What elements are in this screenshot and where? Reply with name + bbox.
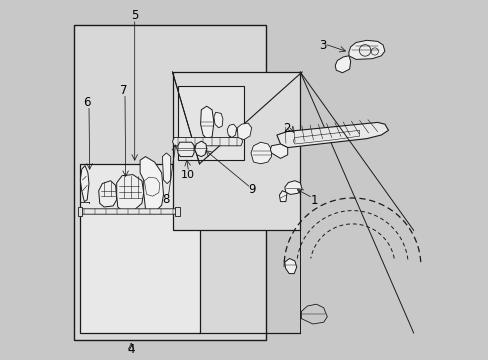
Polygon shape [140, 157, 163, 212]
Polygon shape [213, 112, 223, 128]
Polygon shape [117, 175, 143, 211]
Bar [178, 86, 244, 160]
Polygon shape [276, 122, 387, 148]
Polygon shape [250, 142, 271, 164]
Text: 7: 7 [120, 84, 127, 97]
Polygon shape [78, 207, 81, 216]
Polygon shape [237, 123, 251, 140]
Polygon shape [348, 40, 384, 59]
Polygon shape [175, 207, 180, 216]
Text: 2: 2 [283, 122, 290, 135]
Text: 1: 1 [309, 194, 317, 207]
Polygon shape [80, 166, 89, 202]
Polygon shape [270, 144, 287, 158]
Polygon shape [284, 258, 296, 274]
Polygon shape [162, 153, 170, 184]
Text: 5: 5 [131, 9, 138, 22]
Text: 10: 10 [180, 170, 194, 180]
Polygon shape [172, 138, 242, 146]
Polygon shape [284, 181, 302, 194]
Polygon shape [227, 124, 236, 138]
Polygon shape [194, 141, 206, 157]
Text: 4: 4 [127, 343, 135, 356]
Text: 8: 8 [163, 193, 170, 206]
Text: 9: 9 [248, 183, 256, 195]
Bar [80, 164, 200, 333]
Polygon shape [99, 181, 117, 207]
Polygon shape [200, 106, 213, 139]
Polygon shape [335, 56, 350, 73]
Bar [172, 72, 300, 230]
Text: 6: 6 [83, 96, 91, 109]
Polygon shape [178, 142, 194, 157]
Polygon shape [279, 191, 286, 202]
Text: 3: 3 [319, 39, 326, 51]
Polygon shape [79, 209, 178, 214]
Bar [73, 25, 265, 340]
